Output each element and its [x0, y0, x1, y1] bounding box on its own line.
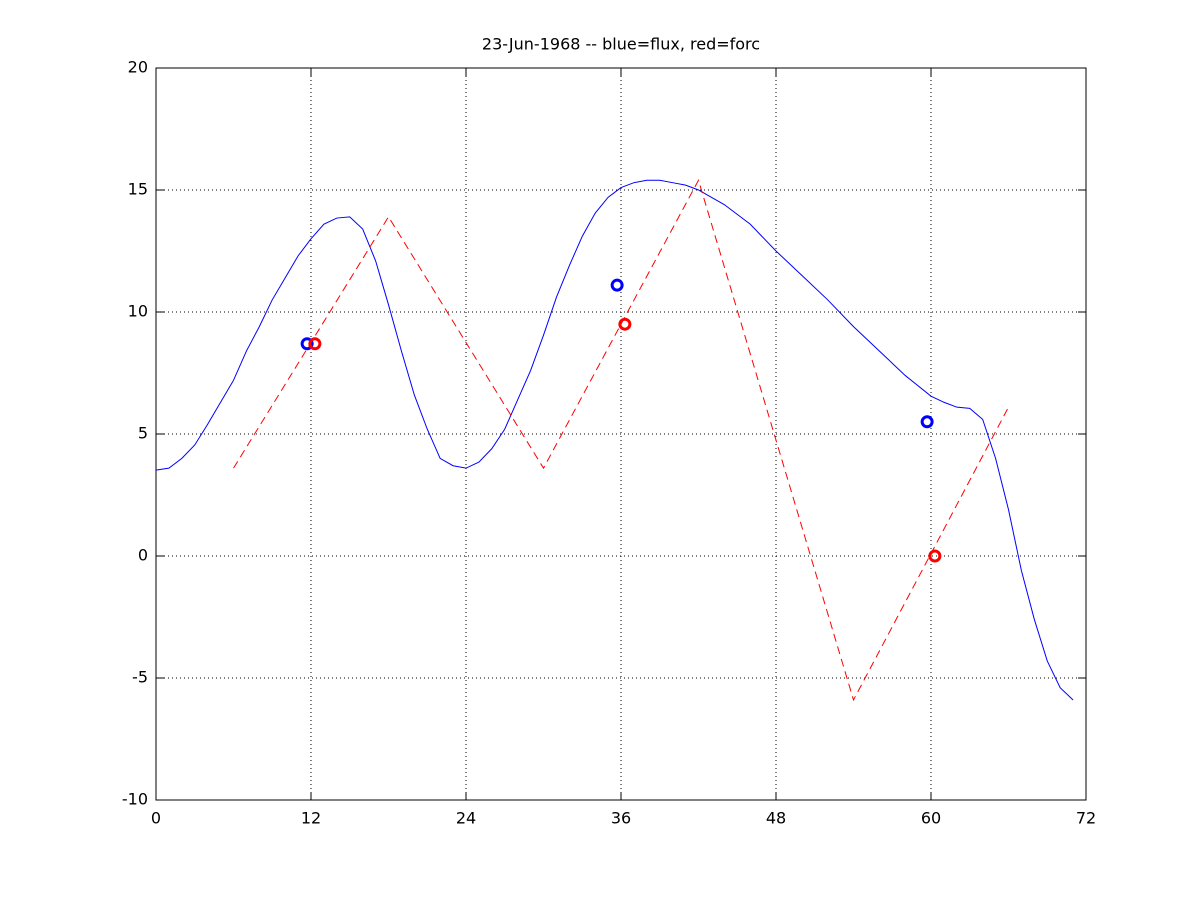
data-marker	[920, 415, 934, 429]
x-tick-label: 72	[1076, 809, 1096, 828]
x-tick-label: 0	[151, 809, 161, 828]
y-tick-label: 20	[128, 58, 148, 77]
data-line	[155, 179, 1074, 701]
x-tick-label: 12	[301, 809, 321, 828]
plot-frame	[155, 67, 1087, 801]
chart-title: 23-Jun-1968 -- blue=flux, red=forc	[482, 35, 760, 54]
x-tick-label: 24	[456, 809, 476, 828]
y-tick-label: 15	[128, 180, 148, 199]
data-marker	[618, 317, 632, 331]
x-tick-label: 48	[766, 809, 786, 828]
data-marker	[928, 549, 942, 563]
y-tick-label: 10	[128, 302, 148, 321]
x-tick-label: 36	[611, 809, 631, 828]
y-tick-label: -10	[122, 790, 148, 809]
y-tick-label: 0	[138, 546, 148, 565]
data-marker	[300, 337, 314, 351]
data-marker	[308, 337, 322, 351]
y-tick-label: 5	[138, 424, 148, 443]
y-tick-label: -5	[132, 668, 148, 687]
data-marker	[610, 278, 624, 292]
x-tick-label: 60	[921, 809, 941, 828]
